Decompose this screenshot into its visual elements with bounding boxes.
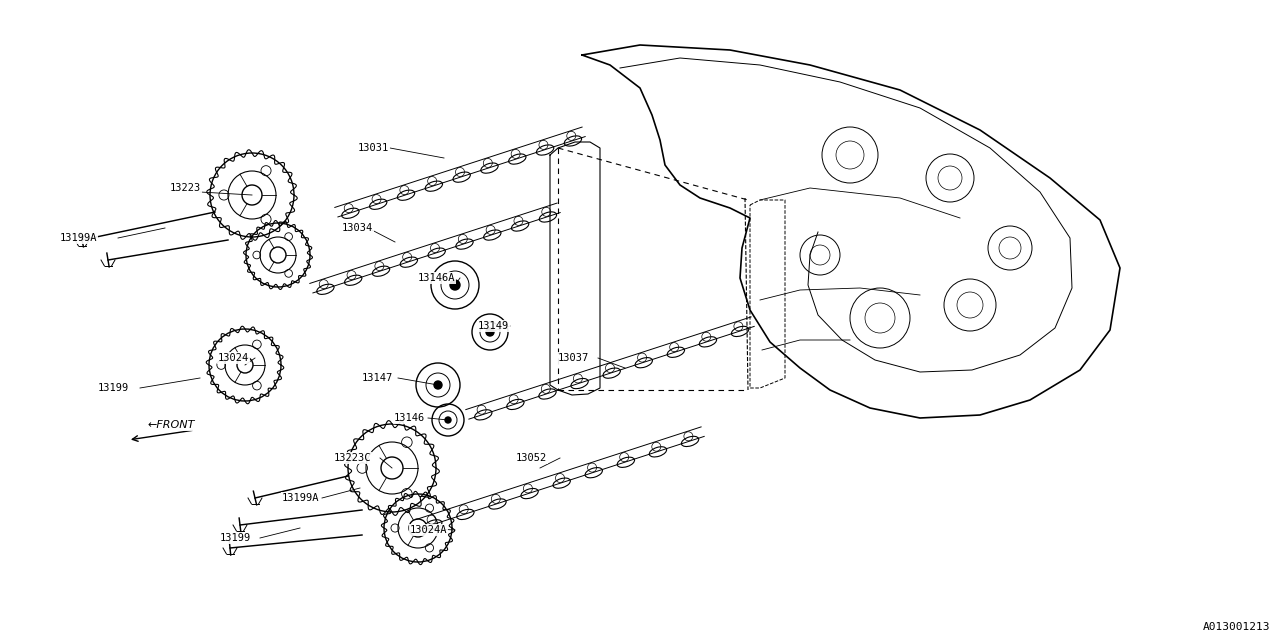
Text: 13199A: 13199A: [60, 233, 97, 243]
Circle shape: [486, 328, 494, 336]
Text: 13199A: 13199A: [282, 493, 320, 503]
Text: 13037: 13037: [558, 353, 589, 363]
Text: 13034: 13034: [342, 223, 374, 233]
Text: 13199: 13199: [99, 383, 129, 393]
Text: 13146: 13146: [394, 413, 425, 423]
Text: 13024A: 13024A: [410, 525, 448, 535]
Circle shape: [451, 280, 460, 290]
Text: A013001213: A013001213: [1202, 622, 1270, 632]
Text: 13052: 13052: [516, 453, 548, 463]
Text: 13024: 13024: [218, 353, 250, 363]
Text: 13223: 13223: [170, 183, 201, 193]
Text: 13149: 13149: [477, 321, 509, 331]
Circle shape: [445, 417, 451, 423]
Text: 13031: 13031: [358, 143, 389, 153]
Text: 13223C: 13223C: [334, 453, 371, 463]
Text: 13146A: 13146A: [419, 273, 456, 283]
Circle shape: [434, 381, 442, 389]
Text: ←FRONT: ←FRONT: [148, 420, 196, 430]
Text: 13147: 13147: [362, 373, 393, 383]
Text: 13199: 13199: [220, 533, 251, 543]
